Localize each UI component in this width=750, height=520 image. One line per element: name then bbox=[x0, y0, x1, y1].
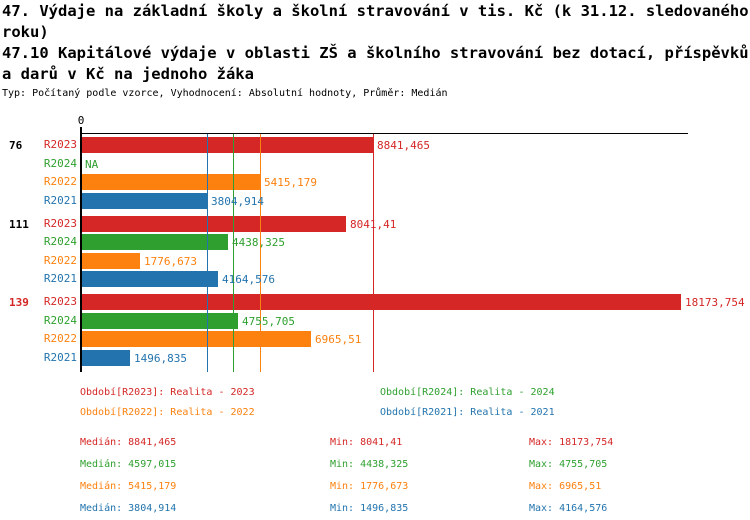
bar bbox=[81, 174, 260, 190]
bar bbox=[81, 312, 238, 329]
x-axis-zero-label: 0 bbox=[77, 114, 85, 127]
bar-value-label: 4438,325 bbox=[232, 236, 285, 249]
series-label: R2023 bbox=[43, 138, 77, 151]
stat-median: Medián: 3804,914 bbox=[80, 503, 177, 514]
legend-item-r2024: Období[R2024]: Realita - 2024 bbox=[380, 387, 555, 398]
bar bbox=[81, 271, 218, 287]
median-line-r2021 bbox=[207, 134, 208, 372]
series-label: R2022 bbox=[43, 175, 77, 188]
y-axis-line bbox=[80, 127, 82, 372]
bar-value-label: 4755,705 bbox=[242, 314, 295, 328]
bar bbox=[81, 137, 373, 153]
median-line-r2024 bbox=[233, 134, 234, 372]
bar bbox=[81, 215, 346, 232]
stat-median: Medián: 8841,465 bbox=[80, 437, 177, 448]
legend-item-r2022: Období[R2022]: Realita - 2022 bbox=[80, 407, 255, 418]
series-label: R2021 bbox=[43, 350, 77, 364]
bar bbox=[81, 349, 130, 366]
series-label: R2022 bbox=[43, 253, 77, 267]
stat-median: Medián: 5415,179 bbox=[80, 481, 177, 492]
bar bbox=[81, 234, 228, 250]
series-label: R2023 bbox=[43, 216, 77, 230]
median-line-r2023 bbox=[373, 134, 374, 372]
stat-max: Max: 18173,754 bbox=[529, 437, 614, 448]
bar-value-label: 4164,576 bbox=[222, 273, 275, 286]
stat-min: Min: 1496,835 bbox=[330, 503, 409, 514]
median-line-r2022 bbox=[260, 134, 261, 372]
stat-min: Min: 1776,673 bbox=[330, 481, 409, 492]
chart-subtitle: 47.10 Kapitálové výdaje v oblasti ZŠ a š… bbox=[2, 44, 749, 83]
stat-min: Min: 8041,41 bbox=[330, 437, 403, 448]
series-label: R2023 bbox=[43, 295, 77, 308]
chart-title: 47. Výdaje na základní školy a školní st… bbox=[2, 2, 749, 41]
bar bbox=[81, 192, 207, 209]
series-label: R2024 bbox=[43, 313, 77, 327]
bar-value-label: 18173,754 bbox=[685, 296, 745, 309]
bar bbox=[81, 294, 681, 310]
stat-median: Medián: 4597,015 bbox=[80, 459, 177, 470]
legend-item-r2023: Období[R2023]: Realita - 2023 bbox=[80, 387, 255, 398]
bar-value-label: 3804,914 bbox=[211, 194, 264, 208]
chart-header: 47. Výdaje na základní školy a školní st… bbox=[2, 1, 749, 100]
x-axis-line bbox=[81, 133, 688, 134]
bar-value-label: 5415,179 bbox=[264, 176, 317, 189]
bar bbox=[81, 252, 140, 269]
bar-value-label: NA bbox=[85, 157, 99, 171]
bar-value-label: 1496,835 bbox=[134, 351, 187, 365]
bar-value-label: 8841,465 bbox=[377, 139, 430, 152]
group-label: 76 bbox=[9, 139, 23, 152]
series-label: R2021 bbox=[43, 272, 77, 285]
series-label: R2024 bbox=[43, 156, 77, 170]
stat-max: Max: 6965,51 bbox=[529, 481, 602, 492]
bar-value-label: 6965,51 bbox=[315, 333, 362, 346]
group-label: 111 bbox=[9, 217, 29, 231]
chart-meta: Typ: Počítaný podle vzorce, Vyhodnocení:… bbox=[2, 88, 448, 99]
stat-min: Min: 4438,325 bbox=[330, 459, 409, 470]
legend-item-r2021: Období[R2021]: Realita - 2021 bbox=[380, 407, 555, 418]
stat-max: Max: 4164,576 bbox=[529, 503, 608, 514]
series-label: R2021 bbox=[43, 193, 77, 207]
bar bbox=[81, 331, 311, 347]
bar-value-label: 1776,673 bbox=[144, 254, 197, 268]
bar-value-label: 8041,41 bbox=[350, 217, 397, 231]
series-label: R2024 bbox=[43, 235, 77, 248]
stat-max: Max: 4755,705 bbox=[529, 459, 608, 470]
group-label: 139 bbox=[9, 296, 29, 309]
series-label: R2022 bbox=[43, 332, 77, 345]
